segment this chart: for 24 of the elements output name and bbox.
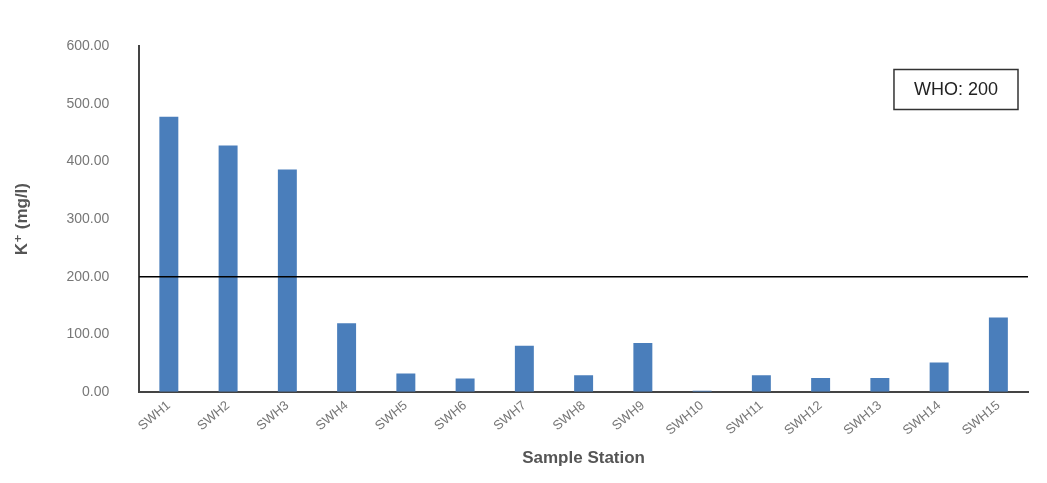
bar (277, 169, 297, 392)
ref-line-label: WHO: 200 (913, 79, 999, 100)
y-tick-label: 600.00 (66, 37, 110, 54)
bar (396, 373, 416, 392)
y-tick-label: 400.00 (66, 152, 110, 169)
bar (159, 116, 179, 392)
bar (811, 378, 831, 392)
x-axis-title: Sample Station (522, 448, 646, 468)
bar (218, 145, 238, 392)
bar (455, 378, 475, 392)
bar (751, 375, 771, 392)
bar (633, 342, 653, 392)
y-tick-label: 0.00 (81, 382, 110, 399)
bar (574, 375, 594, 392)
bar (870, 378, 890, 392)
y-tick-label: 200.00 (66, 267, 110, 284)
y-tick-label: 100.00 (66, 325, 110, 342)
bar (514, 345, 534, 392)
y-tick-label: 500.00 (66, 94, 110, 111)
y-axis-title: K⁺ (mg/l) (11, 183, 31, 256)
bar (929, 362, 949, 392)
bar (337, 323, 357, 392)
bar (988, 317, 1008, 392)
y-tick-label: 300.00 (66, 209, 110, 226)
